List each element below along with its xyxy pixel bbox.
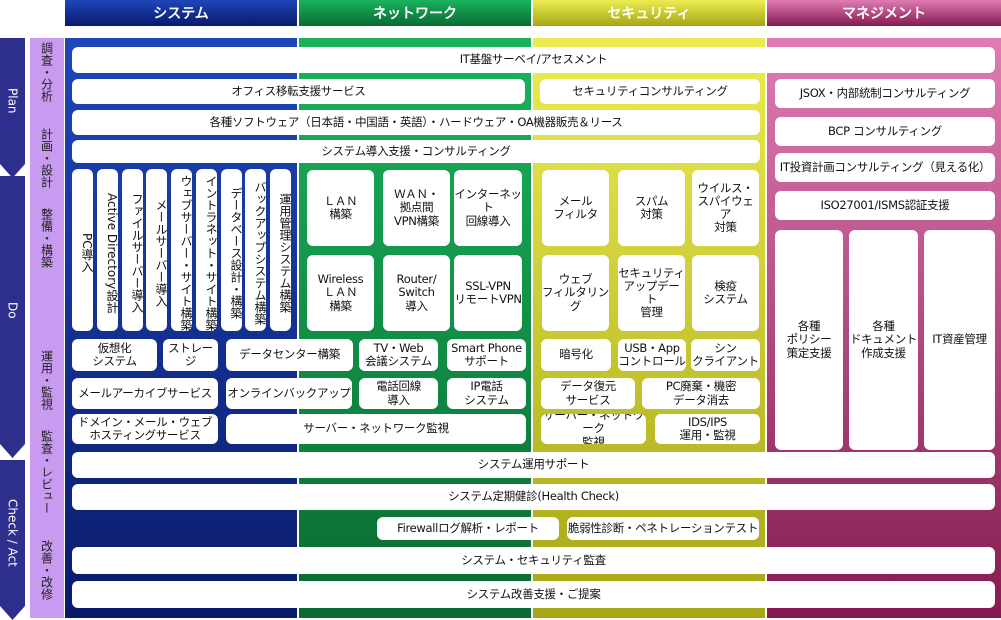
service-box: ドメイン・メール・ウェブ ホスティングサービス <box>72 414 218 444</box>
service-box: データベース設計・構築 <box>221 169 242 331</box>
phase-label-do: Do <box>5 301 20 319</box>
phase-label-check_act: Check / Act <box>5 499 20 567</box>
stage-label: 運用・監視 <box>39 350 54 410</box>
column-header-0: システム <box>65 0 297 26</box>
service-box: インターネット 回線導入 <box>454 170 522 246</box>
service-box: IP電話 システム <box>447 378 526 409</box>
service-box: 各種 ポリシー 策定支援 <box>775 230 843 450</box>
service-box: セキュリティコンサルティング <box>540 79 760 104</box>
stage-label: 計画・設計 <box>39 128 54 188</box>
service-box: 各種 ドキュメント 作成支援 <box>849 230 918 450</box>
service-box: データセンター構築 <box>226 339 353 371</box>
service-box: IT資産管理 <box>924 230 995 450</box>
service-box: バックアップシステム構築 <box>245 169 266 331</box>
service-box: 運用管理システム構築 <box>270 169 291 331</box>
service-box: ファイルサーバー導入 <box>122 169 143 331</box>
service-box: データ復元 サービス <box>541 378 635 409</box>
service-box: SSL-VPN リモートVPN <box>454 255 522 331</box>
service-box: セキュリティ アップデート 管理 <box>618 255 685 331</box>
service-box: ISO27001/ISMS認証支援 <box>775 191 995 220</box>
service-box: メールアーカイブサービス <box>72 378 218 409</box>
service-box: サーバー・ネットワーク 監視 <box>541 414 646 444</box>
service-box: システム改善支援・ご提案 <box>72 581 995 608</box>
service-box: 暗号化 <box>541 339 611 371</box>
stage-label: 改善・改修 <box>39 540 54 600</box>
service-box: Router/ Switch 導入 <box>383 255 450 331</box>
service-box: 仮想化 システム <box>72 339 157 371</box>
service-box: ストレージ <box>163 339 218 371</box>
service-box: サーバー・ネットワーク監視 <box>226 414 526 444</box>
service-box: PC廃棄・機密 データ消去 <box>642 378 760 409</box>
stage-label: 整備・構築 <box>39 208 54 268</box>
service-box: USB・App コントロール <box>618 339 686 371</box>
column-header-1: ネットワーク <box>299 0 531 26</box>
stage-label: 監査・レビュー <box>39 430 54 514</box>
service-box: Wireless ＬＡＮ 構築 <box>307 255 374 331</box>
service-box: IT投資計画コンサルティング（見える化） <box>775 153 995 182</box>
column-header-3: マネジメント <box>767 0 1001 26</box>
service-box: ウイルス・ スパイウェア 対策 <box>692 170 759 246</box>
service-box: 脆弱性診断・ペネトレーションテスト <box>567 517 759 540</box>
service-box: Firewallログ解析・レポート <box>377 517 559 540</box>
service-box: シン クライアント <box>691 339 760 371</box>
service-box: 検疫 システム <box>692 255 759 331</box>
service-box: システム導入支援・コンサルティング <box>72 140 760 163</box>
service-box: システム・セキュリティ監査 <box>72 547 995 574</box>
service-box: JSOX・内部統制コンサルティング <box>775 79 995 108</box>
service-box: Active Directory設計 <box>97 169 118 331</box>
service-box: スパム 対策 <box>618 170 685 246</box>
service-box: システム定期健診(Health Check) <box>72 484 995 510</box>
service-box: TV・Web 会議システム <box>359 339 438 371</box>
service-box: オフィス移転支援サービス <box>72 79 525 104</box>
service-box: ウェブサーバー・サイト構築 <box>171 169 192 331</box>
service-box: メールサーバー導入 <box>146 169 167 331</box>
service-box: 電話回線 導入 <box>359 378 438 409</box>
service-box: 各種ソフトウェア（日本語・中国語・英語）・ハードウェア・OA機器販売＆リース <box>72 110 760 135</box>
service-box: ウェブ フィルタリング <box>542 255 609 331</box>
phase-arrow-do: Do <box>0 176 25 458</box>
phase-arrow-plan: Plan <box>0 38 25 178</box>
column-header-2: セキュリティ <box>533 0 765 26</box>
service-box: システム運用サポート <box>72 452 995 478</box>
service-box: メール フィルタ <box>542 170 609 246</box>
phase-arrow-check_act: Check / Act <box>0 460 25 620</box>
stage-label: 調査・分析 <box>39 42 54 102</box>
service-box: オンラインバックアップ <box>226 378 352 409</box>
service-box: ＷＡＮ・ 拠点間 VPN構築 <box>383 170 450 246</box>
stage-bar <box>30 38 64 618</box>
service-box: BCP コンサルティング <box>775 117 995 146</box>
service-box: ＬＡＮ 構築 <box>307 170 374 246</box>
phase-label-plan: Plan <box>5 88 20 114</box>
service-box: イントラネット・サイト構築 <box>196 169 217 331</box>
service-box: IDS/IPS 運用・監視 <box>655 414 760 444</box>
service-box: PC導入 <box>72 169 93 331</box>
service-box: Smart Phone サポート <box>447 339 526 371</box>
service-box: IT基盤サーベイ/アセスメント <box>72 47 995 73</box>
